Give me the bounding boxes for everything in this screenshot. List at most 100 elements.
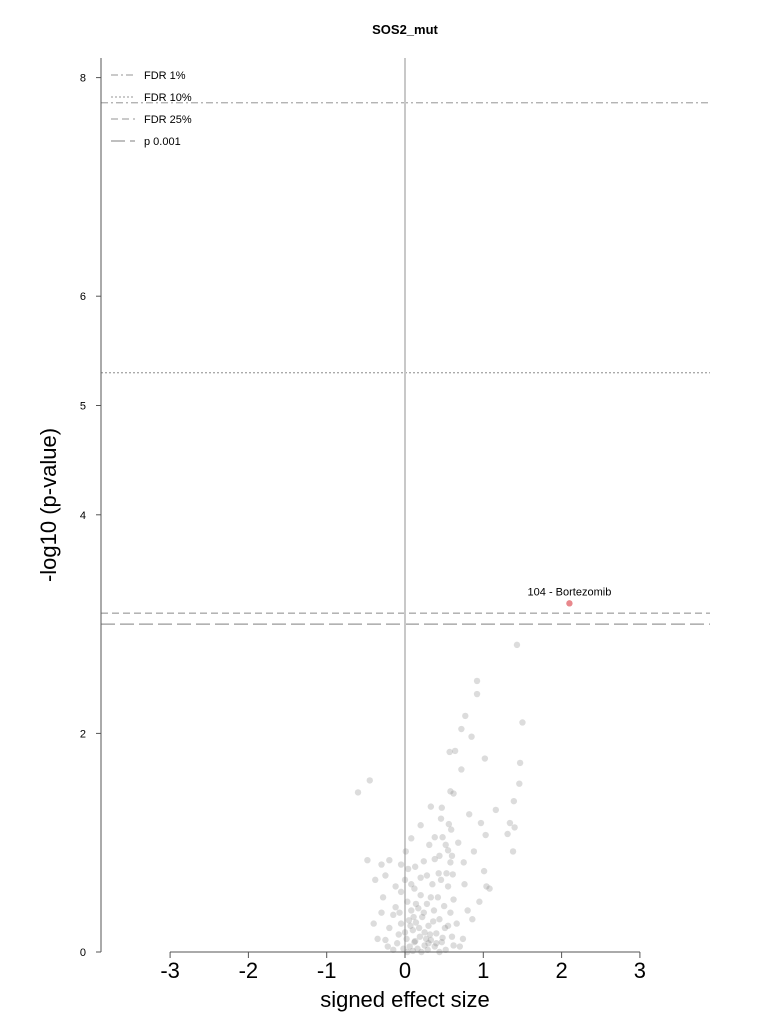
- data-point: [509, 848, 517, 855]
- data-point: [447, 859, 454, 866]
- data-point: [392, 903, 399, 911]
- data-point: [414, 945, 421, 952]
- data-point: [426, 841, 433, 849]
- x-tick-label: 0: [399, 958, 411, 983]
- data-point: [425, 922, 432, 929]
- data-point: [440, 902, 448, 910]
- data-point: [412, 900, 420, 908]
- data-point: [417, 891, 424, 899]
- data-point: [397, 861, 405, 868]
- data-point: [431, 943, 438, 950]
- data-point: [439, 834, 446, 841]
- data-point: [406, 943, 413, 950]
- data-point: [402, 848, 409, 855]
- legend-label: FDR 1%: [144, 70, 186, 82]
- data-point: [446, 748, 453, 756]
- data-point: [433, 930, 440, 937]
- y-tick-label: 4: [80, 510, 86, 522]
- data-point: [408, 835, 415, 842]
- data-point: [492, 806, 500, 814]
- data-point: [411, 885, 418, 892]
- x-tick-label: -3: [160, 958, 180, 983]
- data-point: [435, 870, 442, 877]
- data-point: [408, 907, 415, 914]
- data-point: [511, 824, 518, 831]
- data-point: [409, 926, 417, 934]
- data-point: [480, 867, 488, 875]
- data-point: [384, 943, 391, 950]
- data-point: [447, 788, 454, 795]
- data-point: [486, 885, 493, 892]
- data-point: [407, 922, 414, 929]
- data-point: [424, 946, 431, 954]
- data-point: [364, 856, 371, 864]
- data-point: [401, 876, 409, 884]
- y-tick-label: 2: [80, 728, 86, 740]
- data-point: [430, 907, 438, 914]
- x-tick-label: -1: [317, 958, 337, 983]
- data-point: [510, 797, 518, 805]
- highlighted-points: 104 - Bortezomib: [528, 586, 612, 607]
- data-point: [425, 940, 432, 947]
- legend-label: FDR 10%: [144, 92, 192, 104]
- x-tick-label: 2: [555, 958, 567, 983]
- data-point: [447, 826, 455, 833]
- data-point: [416, 933, 424, 940]
- data-point: [405, 917, 413, 924]
- data-point: [395, 931, 402, 938]
- data-point: [444, 847, 452, 854]
- data-point: [393, 940, 401, 947]
- data-point: [483, 883, 490, 890]
- data-point: [397, 888, 405, 896]
- data-point: [404, 898, 411, 905]
- data-point: [442, 946, 449, 954]
- data-point: [441, 924, 449, 932]
- data-point: [431, 855, 438, 863]
- data-point: [354, 789, 362, 796]
- data-point: [379, 894, 387, 901]
- data-point: [429, 881, 436, 888]
- data-point: [382, 872, 389, 879]
- data-point: [400, 945, 407, 952]
- point-annotation: 104 - Bortezomib: [528, 586, 612, 598]
- data-point: [421, 942, 428, 949]
- data-point: [451, 747, 459, 755]
- data-point: [506, 819, 514, 827]
- data-point: [453, 920, 460, 927]
- data-point: [458, 725, 465, 733]
- data-point: [429, 918, 437, 925]
- legend-label: FDR 25%: [144, 114, 192, 126]
- legend-label: p 0.001: [144, 136, 181, 148]
- data-point: [459, 935, 467, 943]
- legend: FDR 1% FDR 10% FDR 25% p 0.001: [111, 70, 192, 148]
- data-point: [450, 942, 457, 949]
- data-point: [450, 896, 457, 903]
- data-point: [427, 894, 435, 901]
- data-point: [390, 911, 397, 919]
- x-tick-label: 1: [477, 958, 489, 983]
- data-point: [460, 859, 467, 866]
- data-point: [469, 916, 476, 923]
- data-point: [378, 909, 385, 916]
- data-point: [468, 733, 475, 740]
- x-axis-label: signed effect size: [320, 987, 490, 1012]
- y-tick-label: 0: [80, 947, 86, 959]
- data-point: [437, 815, 445, 822]
- data-point: [442, 841, 449, 849]
- data-point: [386, 856, 393, 864]
- data-point: [473, 677, 481, 685]
- x-tick-label: 3: [634, 958, 646, 983]
- x-axis-ticks: -3 -2 -1 0 1 2 3: [160, 952, 646, 983]
- data-point: [461, 881, 468, 888]
- data-point: [372, 876, 379, 884]
- data-point: [423, 900, 431, 908]
- highlighted-point: [566, 600, 573, 607]
- data-point: [427, 936, 435, 944]
- data-point: [412, 919, 420, 926]
- data-point: [464, 907, 471, 914]
- data-point: [473, 690, 481, 698]
- data-point: [513, 641, 521, 649]
- data-point: [439, 934, 446, 941]
- data-point: [420, 909, 427, 916]
